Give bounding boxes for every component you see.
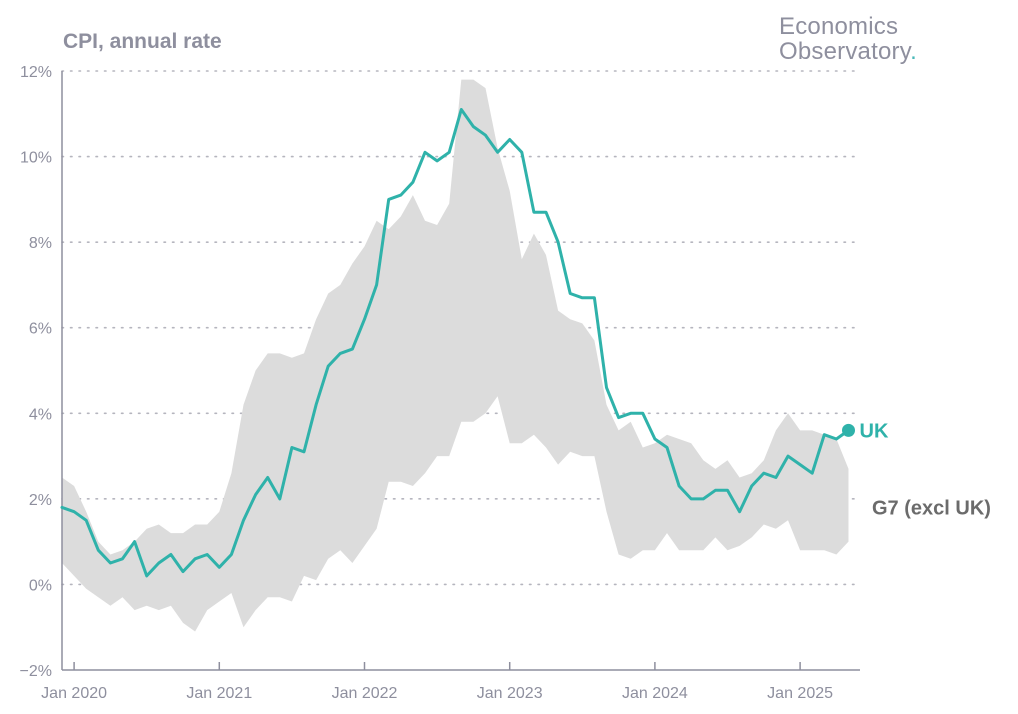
y-tick-label-6: 10% [20,150,52,167]
x-tick-label-0: Jan 2020 [41,685,107,702]
x-tick-label-4: Jan 2024 [622,685,688,702]
brand-line-2-text: Observatory [779,38,911,65]
y-tick-label-0: −2% [20,663,52,680]
x-tick-label-2: Jan 2022 [332,685,398,702]
y-tick-label-2: 2% [29,492,52,509]
x-tick-label-3: Jan 2023 [477,685,543,702]
y-tick-label-7: 12% [20,64,52,81]
x-tick-label-1: Jan 2021 [186,685,252,702]
uk-line-group [60,108,855,578]
g7-range-band-group [62,79,849,632]
g7-series-label: G7 (excl UK) [872,497,991,519]
y-tick-label-1: 0% [29,577,52,594]
tick-labels: −2% 0% 2% 4% 6% 8% 10% 12% Jan 2020 Jan 2021 Jan 2… [20,64,834,702]
y-tick-label-5: 8% [29,235,52,252]
chart-title: CPI, annual rate [63,30,222,53]
brand-line-1: Economics [779,13,899,40]
brand-dot: . [910,38,918,65]
g7-range-band [62,79,849,632]
x-tick-label-5: Jan 2025 [767,685,833,702]
brand-line-2: Observatory. [779,39,917,64]
axes [61,71,860,671]
uk-end-marker [842,423,855,437]
brand-logo: Economics Observatory. [779,14,917,64]
series-labels: UK G7 (excl UK) [860,420,991,519]
y-tick-label-3: 4% [29,406,52,423]
uk-series-label: UK [860,420,889,442]
uk-cpi-line [60,108,850,578]
y-tick-label-4: 6% [29,321,52,338]
